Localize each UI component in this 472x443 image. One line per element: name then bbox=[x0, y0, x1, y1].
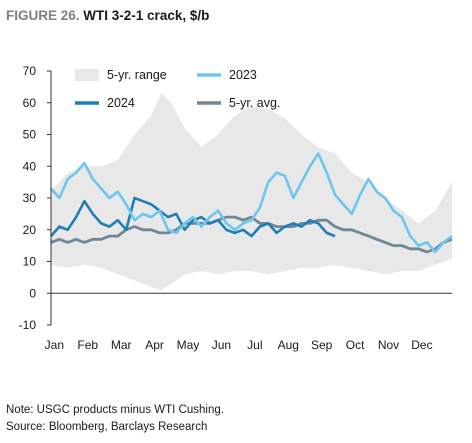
y-tick-label: 70 bbox=[23, 64, 37, 78]
y-tick-label: 30 bbox=[23, 191, 37, 205]
x-tick-label: Feb bbox=[77, 338, 98, 352]
series-line-5-yr-avg- bbox=[50, 215, 453, 254]
x-tick-label: Jun bbox=[212, 338, 231, 352]
x-tick-label: Oct bbox=[346, 338, 365, 352]
x-tick-label: Sep bbox=[311, 338, 333, 352]
legend-label: 2023 bbox=[229, 68, 257, 82]
legend-swatch bbox=[75, 69, 99, 81]
y-tick-label: 40 bbox=[23, 159, 37, 173]
series-line-2024 bbox=[50, 196, 336, 238]
figure-label: FIGURE 26. bbox=[6, 8, 80, 23]
range-band bbox=[51, 93, 452, 291]
figure-title: WTI 3-2-1 crack, $/b bbox=[83, 8, 210, 23]
chart-title: FIGURE 26. WTI 3-2-1 crack, $/b bbox=[6, 8, 209, 23]
x-tick-label: Nov bbox=[378, 338, 399, 352]
series-line-2023 bbox=[50, 152, 453, 254]
legend-label: 5-yr. range bbox=[107, 68, 167, 82]
source-note: Source: Bloomberg, Barclays Research bbox=[6, 421, 208, 433]
x-tick-label: Apr bbox=[145, 338, 164, 352]
x-tick-label: Mar bbox=[111, 338, 132, 352]
footnote: Note: USGC products minus WTI Cushing. bbox=[6, 404, 224, 416]
x-tick-label: Dec bbox=[411, 338, 432, 352]
y-tick-label: 10 bbox=[23, 255, 37, 269]
legend-label: 5-yr. avg. bbox=[229, 96, 280, 110]
x-tick-label: May bbox=[177, 338, 200, 352]
y-tick-label: 60 bbox=[23, 96, 37, 110]
legend-label: 2024 bbox=[107, 96, 135, 110]
y-tick-label: 0 bbox=[29, 286, 36, 300]
x-tick-label: Jul bbox=[247, 338, 262, 352]
y-tick-label: 50 bbox=[23, 128, 37, 142]
x-tick-label: Aug bbox=[278, 338, 299, 352]
y-tick-label: 20 bbox=[23, 223, 37, 237]
x-tick-label: Jan bbox=[45, 338, 64, 352]
y-tick-label: -10 bbox=[19, 318, 37, 332]
